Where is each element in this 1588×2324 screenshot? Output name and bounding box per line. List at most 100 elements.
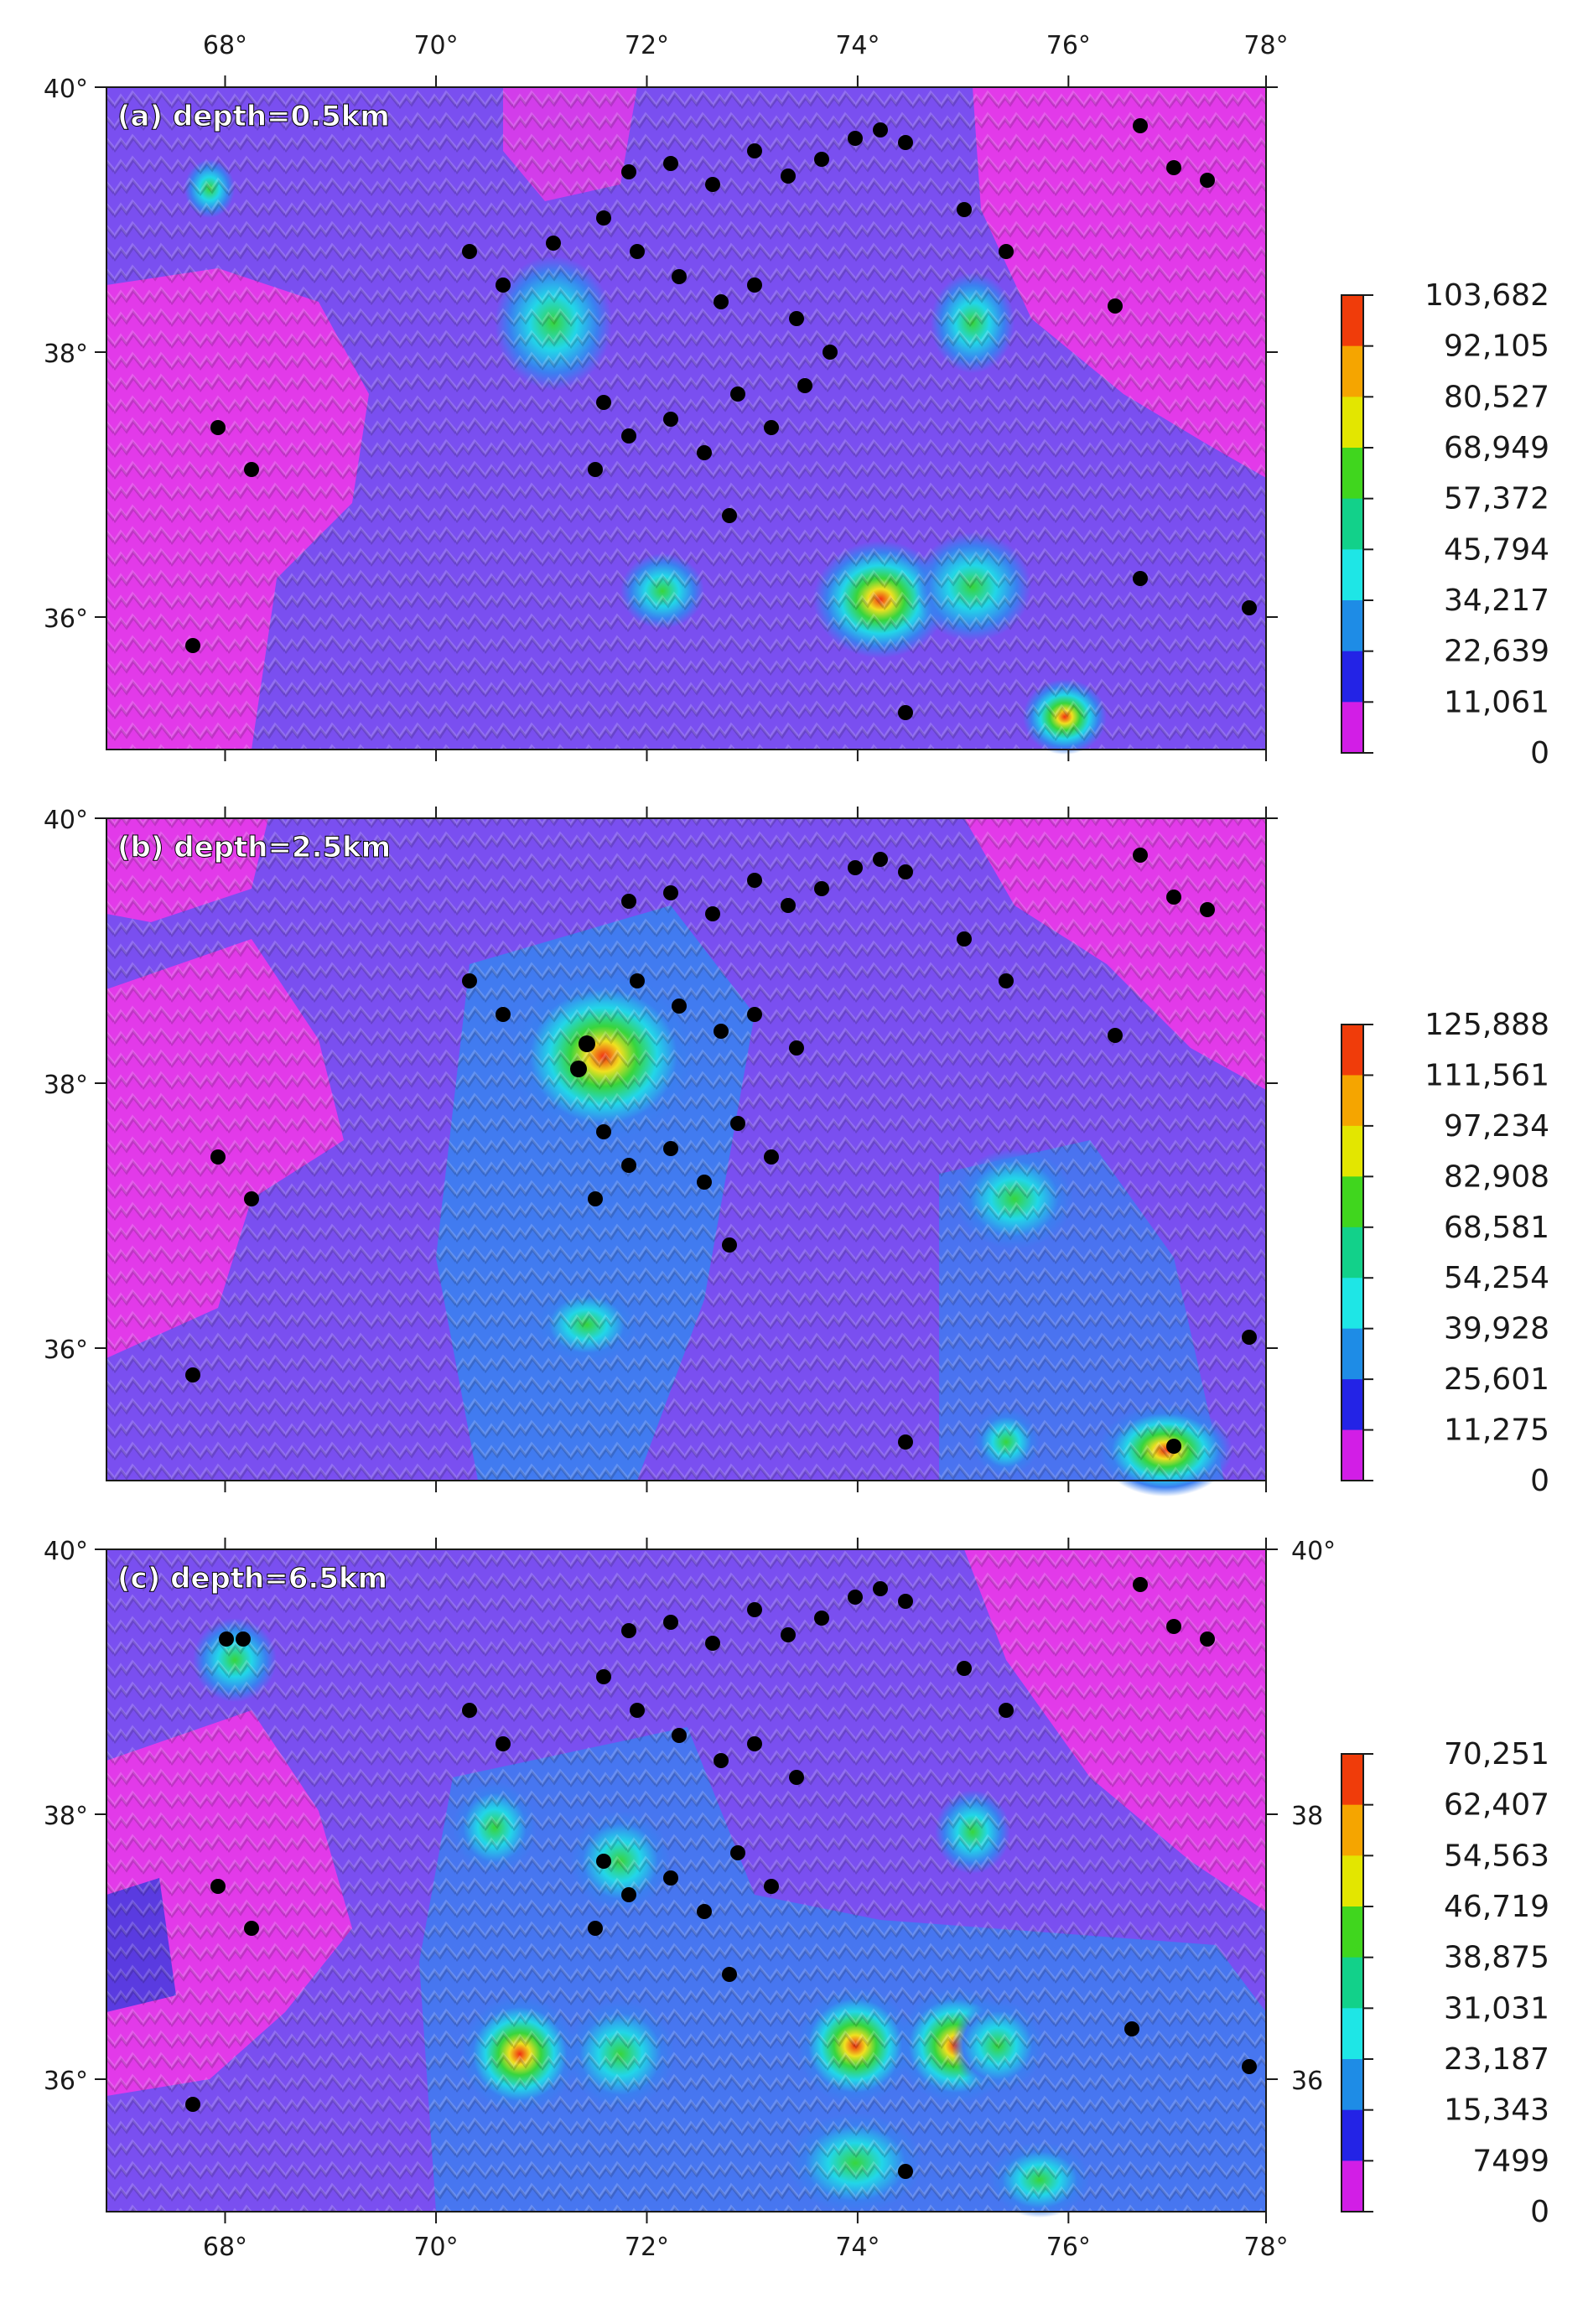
map-area-a	[106, 87, 1266, 755]
colorbar-label: 38,875	[1444, 1941, 1549, 1975]
axes-layer: 40° 38° 36° 40° 38° 36° 40° 38° 36° 68° 68° 70° 70° 7…	[44, 31, 1336, 2262]
y-tick-label: 36°	[44, 1336, 88, 1365]
x-tick-label-top: 74°	[835, 31, 880, 60]
colorbar-segment	[1341, 2008, 1363, 2060]
x-tick-label-bottom: 76°	[1046, 2233, 1091, 2262]
colorbar-segment	[1341, 1328, 1363, 1380]
colorbar-label: 45,794	[1444, 532, 1549, 567]
x-tick-label-top: 78°	[1243, 31, 1288, 60]
colorbar-segment	[1341, 549, 1363, 601]
panel-b-label: (b) depth=2.5km	[117, 831, 391, 864]
panel-a: (a) depth=0.5km	[106, 86, 1267, 755]
x-tick-label-bottom: 78°	[1243, 2233, 1288, 2262]
panel-a-label: (a) depth=0.5km	[117, 100, 390, 133]
colorbar-label: 54,563	[1444, 1839, 1549, 1873]
colorbar-layer: 103,682 92,105 80,527 68,949 57,372 45,794 34,…	[1341, 278, 1549, 2229]
y-tick-label-right: 36	[1291, 2067, 1323, 2096]
colorbar-label: 15,343	[1444, 2093, 1549, 2128]
colorbar-segment	[1341, 1906, 1363, 1958]
y-tick-label-right: 38	[1291, 1802, 1323, 1831]
colorbar-segment	[1341, 1957, 1363, 2009]
colorbar-label: 7499	[1472, 2144, 1549, 2178]
colorbar-label: 62,407	[1444, 1788, 1549, 1823]
map-frame-a	[106, 86, 1267, 750]
colorbar-c: 70,251 62,407 54,563 46,719 38,875 31,031 23,1…	[1341, 1737, 1549, 2229]
y-tick-label: 38°	[44, 1071, 88, 1100]
colorbar-label: 103,682	[1425, 278, 1549, 313]
y-tick-label: 40°	[44, 806, 88, 835]
colorbar-segment	[1341, 651, 1363, 703]
colorbar-frame	[1341, 1753, 1364, 2212]
colorbar-label: 22,639	[1444, 635, 1549, 669]
colorbar-segment	[1341, 1855, 1363, 1907]
colorbar-segment	[1341, 1429, 1363, 1481]
x-tick-label-bottom: 74°	[835, 2233, 880, 2262]
y-tick-label: 38°	[44, 340, 88, 369]
y-tick-label: 38°	[44, 1802, 88, 1831]
colorbar-b: 125,888 111,561 97,234 82,908 68,581 54,254 39…	[1341, 1008, 1549, 1498]
colorbar-label: 70,251	[1444, 1737, 1549, 1772]
colorbar-label: 0	[1530, 2195, 1549, 2229]
colorbar-segment	[1341, 345, 1363, 397]
colorbar-label: 11,061	[1444, 685, 1549, 719]
colorbar-segment	[1341, 448, 1363, 500]
colorbar-segment	[1341, 600, 1363, 652]
panel-b: (b) depth=2.5km	[106, 817, 1267, 1497]
colorbar-label: 46,719	[1444, 1890, 1549, 1924]
colorbar-label: 57,372	[1444, 482, 1549, 516]
colorbar-label: 68,949	[1444, 431, 1549, 465]
colorbar-segment	[1341, 1278, 1363, 1330]
colorbar-segment	[1341, 2109, 1363, 2161]
colorbar-segment	[1341, 1804, 1363, 1856]
colorbar-label: 11,275	[1444, 1414, 1549, 1448]
colorbar-segment	[1341, 1379, 1363, 1431]
colorbar-label: 125,888	[1425, 1008, 1549, 1042]
colorbar-segment	[1341, 397, 1363, 449]
y-tick-label: 36°	[44, 2067, 88, 2096]
x-tick-label-bottom: 68°	[203, 2233, 247, 2262]
event-points-c	[185, 1577, 1257, 2179]
colorbar-segment	[1341, 1227, 1363, 1279]
y-tick-label: 40°	[44, 75, 88, 104]
colorbar-segment	[1341, 498, 1363, 550]
x-tick-label-top: 72°	[625, 31, 669, 60]
colorbar-segment	[1341, 1754, 1363, 1806]
y-tick-label-right: 40°	[1291, 1537, 1336, 1566]
x-tick-label-top: 68°	[203, 31, 247, 60]
colorbar-segment	[1341, 1176, 1363, 1228]
colorbar-segment	[1341, 1025, 1363, 1076]
x-tick-label-top: 76°	[1046, 31, 1091, 60]
colorbar-frame	[1341, 1024, 1364, 1481]
colorbar-segment	[1341, 1075, 1363, 1127]
y-tick-label: 40°	[44, 1537, 88, 1566]
event-points-a	[185, 118, 1257, 720]
colorbar-label: 68,581	[1444, 1211, 1549, 1245]
x-tick-label-top: 70°	[413, 31, 458, 60]
colorbar-label: 54,254	[1444, 1261, 1549, 1295]
colorbar-label: 31,031	[1444, 1991, 1549, 2026]
colorbar-a: 103,682 92,105 80,527 68,949 57,372 45,794 34,…	[1341, 278, 1549, 770]
colorbar-segment	[1341, 702, 1363, 754]
map-area-b	[106, 818, 1266, 1497]
colorbar-label: 23,187	[1444, 2042, 1549, 2077]
colorbar-label: 34,217	[1444, 584, 1549, 618]
y-tick-label: 36°	[44, 604, 88, 634]
map-frame-b	[106, 817, 1267, 1481]
colorbar-segment	[1341, 2059, 1363, 2111]
colorbar-label: 80,527	[1444, 380, 1549, 414]
colorbar-label: 82,908	[1444, 1159, 1549, 1194]
map-area-c	[106, 1549, 1266, 2218]
colorbar-label: 0	[1530, 1464, 1549, 1498]
colorbar-label: 111,561	[1425, 1058, 1549, 1092]
colorbar-segment	[1341, 295, 1363, 347]
colorbar-segment	[1341, 2161, 1363, 2212]
colorbar-label: 92,105	[1444, 329, 1549, 364]
colorbar-label: 39,928	[1444, 1312, 1549, 1346]
panel-c-label: (c) depth=6.5km	[117, 1562, 387, 1595]
colorbar-label: 0	[1530, 736, 1549, 770]
colorbar-label: 97,234	[1444, 1109, 1549, 1144]
colorbar-segment	[1341, 1125, 1363, 1177]
colorbar-frame	[1341, 294, 1364, 754]
map-frame-c	[106, 1548, 1267, 2212]
